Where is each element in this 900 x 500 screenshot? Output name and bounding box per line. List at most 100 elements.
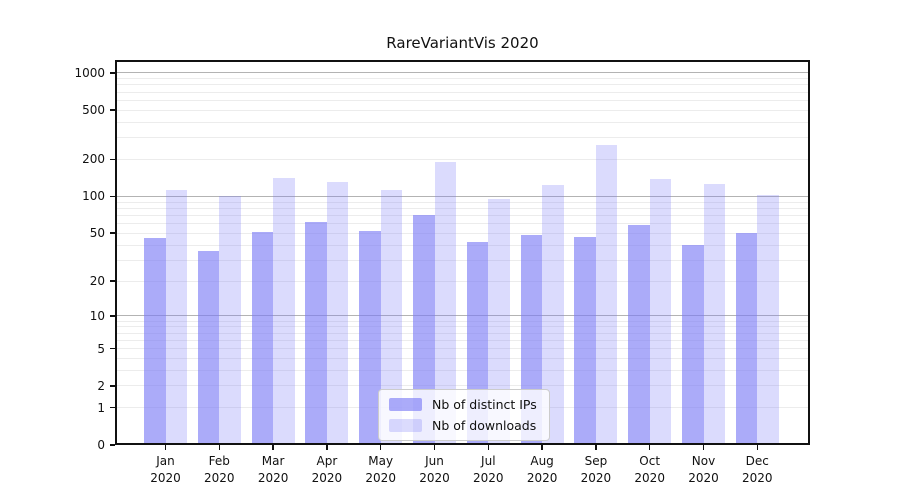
gridline-10 [115,315,810,317]
y-tick-label-1: 1 [97,400,105,415]
bar-nb-of-downloads-mar [273,178,295,445]
legend-swatch-downloads [389,419,422,432]
plot-border-top [115,60,810,62]
gridline-9 [115,320,810,322]
gridline-900 [115,78,810,80]
y-tick-20 [110,280,115,282]
gridline-800 [115,84,810,86]
x-tick-label-feb: Feb 2020 [204,454,235,486]
y-tick-label-20: 20 [89,274,105,289]
y-tick-100 [110,195,115,198]
x-tick-feb [218,445,221,450]
x-tick-label-may: May 2020 [365,454,396,486]
y-tick-1000 [110,72,115,74]
gridline-3 [115,369,810,371]
bar-nb-of-downloads-dec [757,194,779,445]
x-tick-sep [595,445,597,450]
y-tick-2 [110,385,115,387]
bar-nb-of-downloads-may [380,189,403,445]
y-tick-label-2: 2 [97,378,105,393]
gridline-8 [115,326,810,328]
y-tick-label-5: 5 [97,341,105,356]
legend-label-downloads: Nb of downloads [432,418,537,433]
gridline-80 [115,207,810,209]
gridline-100 [115,195,810,197]
gridline-1000 [115,72,810,74]
x-tick-apr [326,445,328,450]
legend-swatch-distinct-ips [389,398,422,411]
bar-nb-of-distinct-ips-mar [251,232,274,445]
y-tick-0 [110,444,115,446]
gridline-60 [115,223,810,225]
gridline-7 [115,332,810,334]
bar-nb-of-downloads-jan [165,190,187,445]
y-tick-label-10: 10 [89,308,105,323]
bar-nb-of-downloads-nov [703,183,725,445]
gridline-70 [115,214,810,216]
gridline-200 [115,158,810,160]
x-tick-jan [164,445,167,450]
x-tick-mar [272,445,274,450]
bar-nb-of-downloads-feb [219,196,241,445]
x-tick-nov [702,445,705,450]
y-tick-label-100: 100 [82,189,105,204]
bar-nb-of-downloads-apr [326,182,349,445]
bar-nb-of-distinct-ips-oct [628,224,650,445]
gridline-5 [115,348,810,349]
x-axis-line [115,443,810,445]
legend-item-distinct-ips: Nb of distinct IPs [389,397,537,412]
x-tick-label-dec: Dec 2020 [742,454,773,486]
bar-nb-of-downloads-aug [542,184,564,445]
bar-nb-of-distinct-ips-feb [197,250,220,445]
gridline-400 [115,121,810,123]
plot-border-left [115,60,117,445]
legend: Nb of distinct IPs Nb of downloads [378,389,550,441]
y-tick-label-50: 50 [89,226,105,241]
chart-title: RareVariantVis 2020 [386,34,539,52]
y-tick-50 [110,232,115,235]
plot-area: Nb of distinct IPs Nb of downloads 1000 5… [74,60,810,485]
legend-item-downloads: Nb of downloads [389,418,537,433]
y-tick-label-1000: 1000 [74,65,105,80]
x-tick-jun [433,445,436,450]
legend-label-distinct-ips: Nb of distinct IPs [432,397,537,412]
gridline-90 [115,201,810,203]
bar-nb-of-distinct-ips-apr [305,221,327,445]
y-tick-10 [110,315,115,317]
bar-nb-of-distinct-ips-may [359,231,381,445]
x-tick-may [379,445,382,450]
bar-nb-of-distinct-ips-dec [735,233,758,445]
gridline-50 [115,232,810,234]
bar-nb-of-distinct-ips-sep [574,236,596,445]
bar-nb-of-downloads-jun [434,161,456,445]
x-tick-dec [756,445,759,450]
gridline-6 [115,339,810,341]
gridline-2 [115,385,810,387]
y-tick-label-0: 0 [97,438,105,452]
gridline-30 [115,259,810,261]
x-tick-label-sep: Sep 2020 [580,454,612,486]
x-tick-label-mar: Mar 2020 [257,454,289,486]
y-tick-200 [110,158,115,161]
y-tick-label-200: 200 [82,152,105,167]
gridline-4 [115,357,810,359]
x-tick-label-oct: Oct 2020 [634,454,665,486]
x-tick-oct [648,445,651,450]
gridline-300 [115,137,810,139]
y-tick-500 [110,109,115,111]
plot-border-right [808,60,810,445]
x-tick-label-jan: Jan 2020 [150,454,181,486]
bar-nb-of-downloads-oct [649,178,672,445]
gridline-600 [115,99,810,101]
x-tick-label-jul: Jul 2020 [473,454,504,486]
bar-nb-of-distinct-ips-jan [144,237,166,445]
gridline-20 [115,280,810,282]
x-tick-jul [487,445,490,450]
bar-nb-of-distinct-ips-jun [413,214,435,445]
gridline-700 [115,91,810,93]
x-tick-label-aug: Aug 2020 [526,454,558,486]
bar-nb-of-downloads-jul [488,199,510,445]
y-tick-1 [110,406,115,409]
y-tick-label-500: 500 [82,103,105,118]
